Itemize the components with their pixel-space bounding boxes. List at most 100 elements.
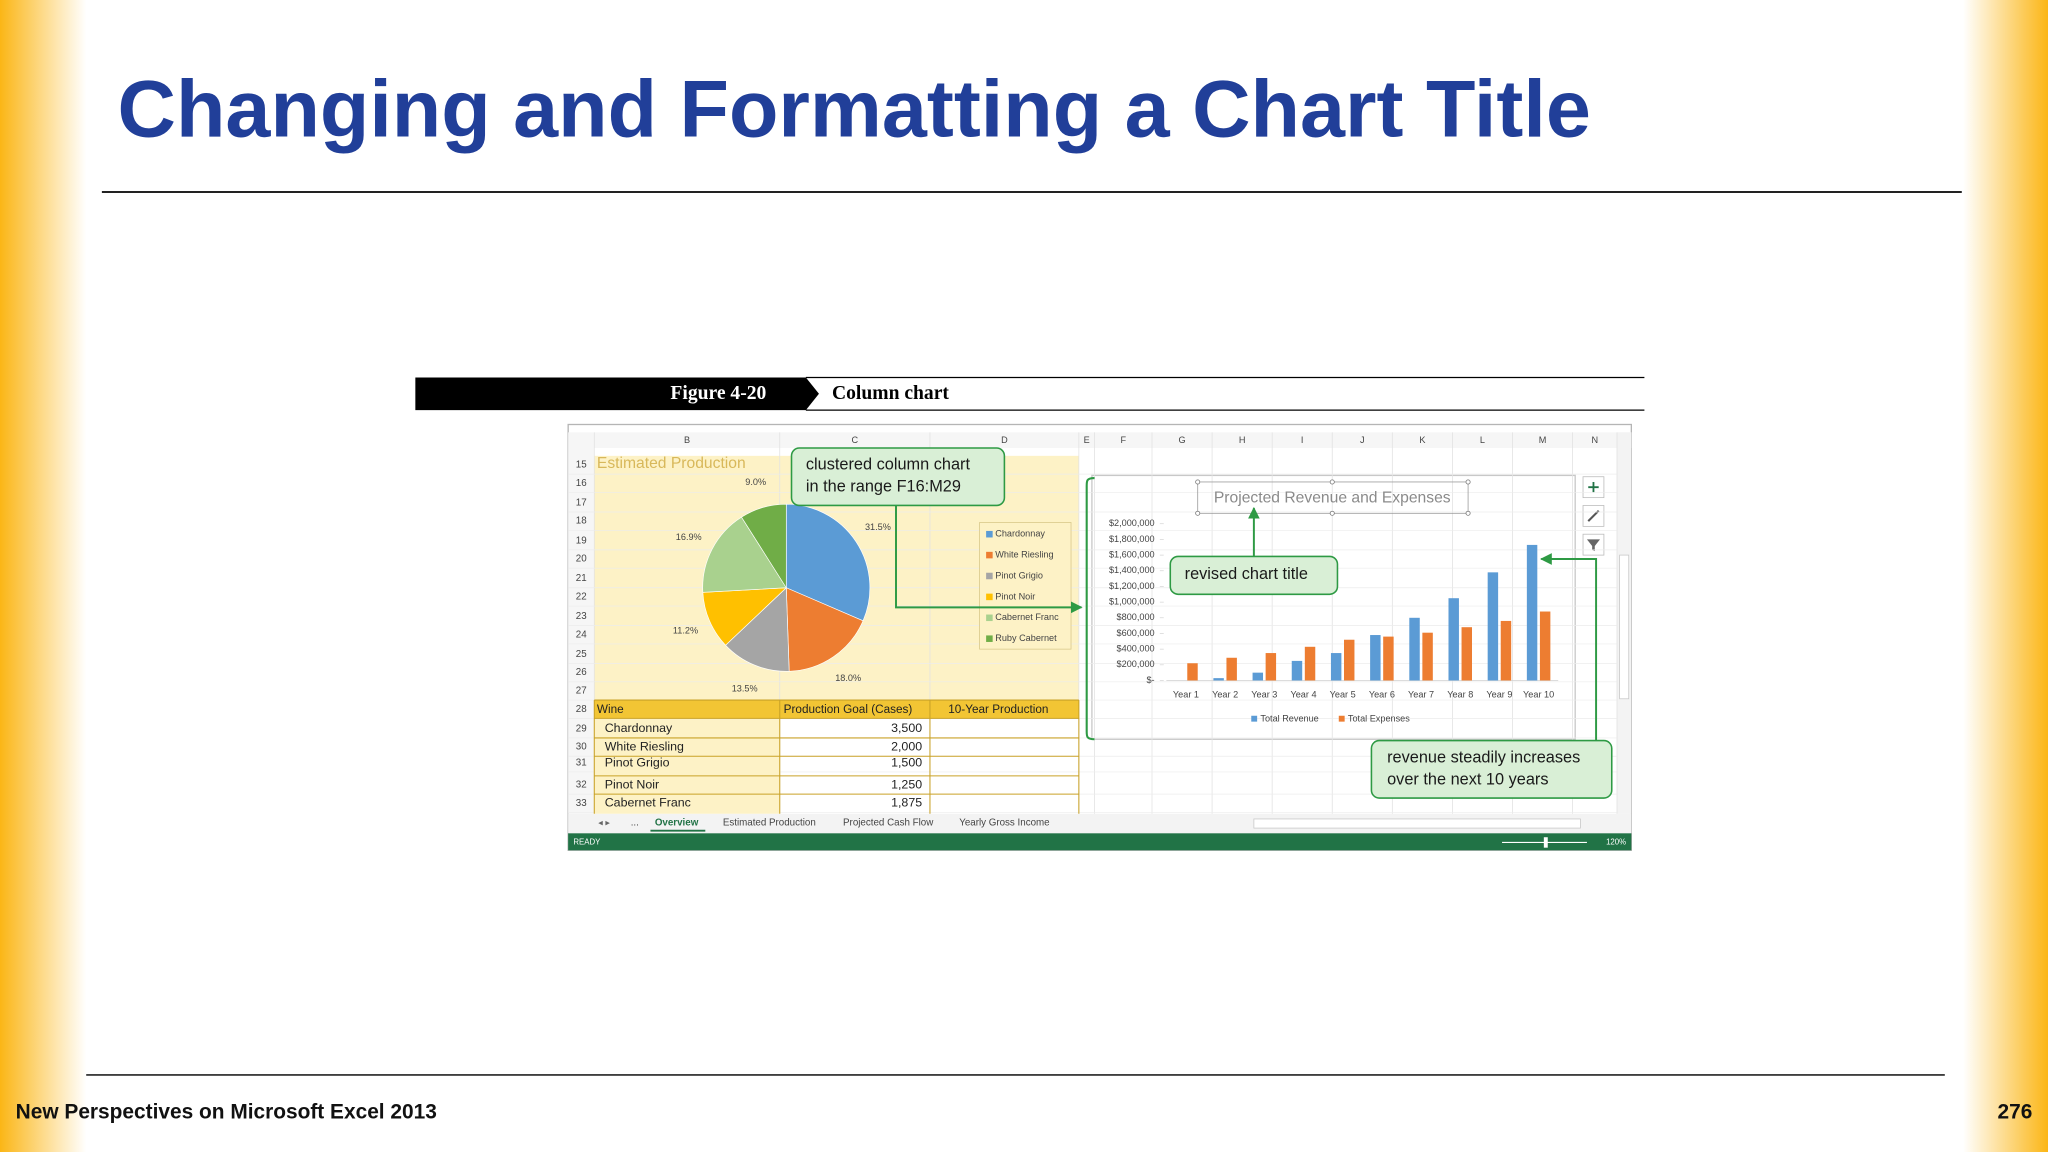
x-tick-label: Year 1	[1173, 689, 1199, 699]
y-tick-label: $400,000	[1117, 644, 1155, 654]
selection-handle	[1329, 479, 1335, 485]
column-header-bar	[568, 432, 1632, 448]
pie-data-label: 18.0%	[835, 673, 861, 683]
y-tick-label: $-	[1146, 675, 1154, 685]
column-bar	[1291, 660, 1303, 681]
x-tick-label: Year 8	[1447, 689, 1473, 699]
plus-icon	[1588, 481, 1599, 493]
column-header: H	[1239, 435, 1246, 445]
production-goal: 3,500	[891, 721, 922, 735]
footer-text: New Perspectives on Microsoft Excel 2013	[16, 1100, 437, 1123]
y-tick-label: $600,000	[1117, 628, 1155, 638]
callout-text: in the range F16:M29	[806, 477, 961, 495]
table-body-fill	[594, 718, 780, 814]
figure-label-bar	[415, 377, 819, 411]
legend-swatch	[1251, 715, 1258, 722]
range-bracket	[1085, 476, 1095, 741]
y-tick-label: $1,400,000	[1109, 565, 1155, 575]
legend-swatch	[986, 614, 993, 622]
status-text: READY	[573, 838, 601, 847]
row-header: 29	[576, 723, 587, 734]
column-bar	[1448, 598, 1459, 681]
column-header: B	[684, 435, 690, 445]
sheet-tab[interactable]: Projected Cash Flow	[843, 817, 934, 828]
column-bar	[1213, 678, 1224, 681]
column-bar	[1422, 632, 1433, 681]
pie-data-label: 9.0%	[745, 477, 766, 487]
callout-arrow	[1540, 553, 1598, 741]
row-header: 33	[576, 798, 587, 809]
y-tick-label: $1,000,000	[1109, 597, 1155, 607]
row-header: 25	[576, 649, 587, 660]
selection-handle	[1329, 510, 1335, 516]
legend-swatch	[986, 593, 993, 601]
row-header: 28	[576, 704, 587, 715]
row-header-bar	[568, 448, 595, 814]
x-tick-label: Year 2	[1212, 689, 1238, 699]
y-tick-label: $200,000	[1117, 659, 1155, 669]
column-header: N	[1591, 435, 1598, 445]
pie-legend-box	[979, 522, 1072, 650]
pie-data-label: 13.5%	[732, 684, 758, 694]
row-header: 20	[576, 554, 587, 565]
column-bar	[1265, 653, 1277, 681]
column-bar	[1500, 620, 1512, 681]
slide-title: Changing and Formatting a Chart Title	[118, 64, 1591, 154]
row-header: 32	[576, 780, 587, 791]
row-header: 21	[576, 573, 587, 584]
y-tick-label: $1,600,000	[1109, 550, 1155, 560]
legend-swatch	[986, 572, 993, 580]
legend-label: Pinot Noir	[995, 591, 1035, 601]
column-bar	[1409, 617, 1420, 681]
pie-data-label: 16.9%	[676, 532, 702, 542]
column-bar	[1526, 544, 1538, 681]
x-tick-label: Year 6	[1369, 689, 1395, 699]
sheet-tab[interactable]: Yearly Gross Income	[959, 817, 1049, 828]
production-goal: 1,250	[891, 777, 922, 791]
callout-text: revised chart title	[1185, 565, 1308, 583]
pie-slice	[785, 587, 864, 672]
legend-label: Chardonnay	[995, 529, 1045, 539]
tab-nav: ...	[631, 817, 639, 828]
legend-label: Total Revenue	[1260, 713, 1318, 723]
row-header: 18	[576, 516, 587, 527]
selection-handle	[1195, 510, 1201, 516]
column-bar	[1539, 611, 1551, 681]
legend-swatch	[986, 530, 993, 538]
selection-handle	[1195, 479, 1201, 485]
column-bar	[1461, 627, 1472, 681]
column-header: D	[1001, 435, 1008, 445]
table-header: Production Goal (Cases)	[784, 703, 913, 716]
production-goal: 1,875	[891, 796, 922, 810]
wine-name: Pinot Noir	[605, 777, 659, 791]
column-header: F	[1120, 435, 1126, 445]
filter-icon	[1586, 539, 1600, 552]
table-header: Wine	[597, 703, 624, 716]
column-bar	[1487, 572, 1499, 681]
table-header: 10-Year Production	[948, 703, 1048, 716]
row-header: 23	[576, 611, 587, 622]
column-bar	[1330, 653, 1342, 681]
row-header: 22	[576, 591, 587, 602]
wine-name: Chardonnay	[605, 721, 673, 735]
pie-slice	[725, 587, 790, 672]
pie-slice	[702, 516, 787, 593]
callout-arrow	[895, 505, 1083, 614]
sheet-tab[interactable]: Overview	[655, 817, 699, 828]
side-band-right	[1963, 0, 2048, 1152]
column-bar	[1187, 663, 1198, 681]
sheet-tab[interactable]: Estimated Production	[723, 817, 816, 828]
row-header: 26	[576, 667, 587, 678]
wine-name: White Riesling	[605, 739, 684, 753]
selection-handle	[1465, 510, 1471, 516]
column-header: J	[1360, 435, 1365, 445]
column-bar	[1370, 635, 1381, 681]
callout-text: clustered column chart	[806, 455, 971, 473]
legend-swatch	[1338, 715, 1345, 722]
zoom-thumb[interactable]	[1543, 837, 1548, 848]
pie-slice	[741, 503, 787, 589]
row-header: 15	[576, 460, 587, 471]
legend-swatch	[986, 551, 993, 559]
page-number: 276	[1997, 1100, 2032, 1123]
column-header: E	[1084, 435, 1090, 445]
